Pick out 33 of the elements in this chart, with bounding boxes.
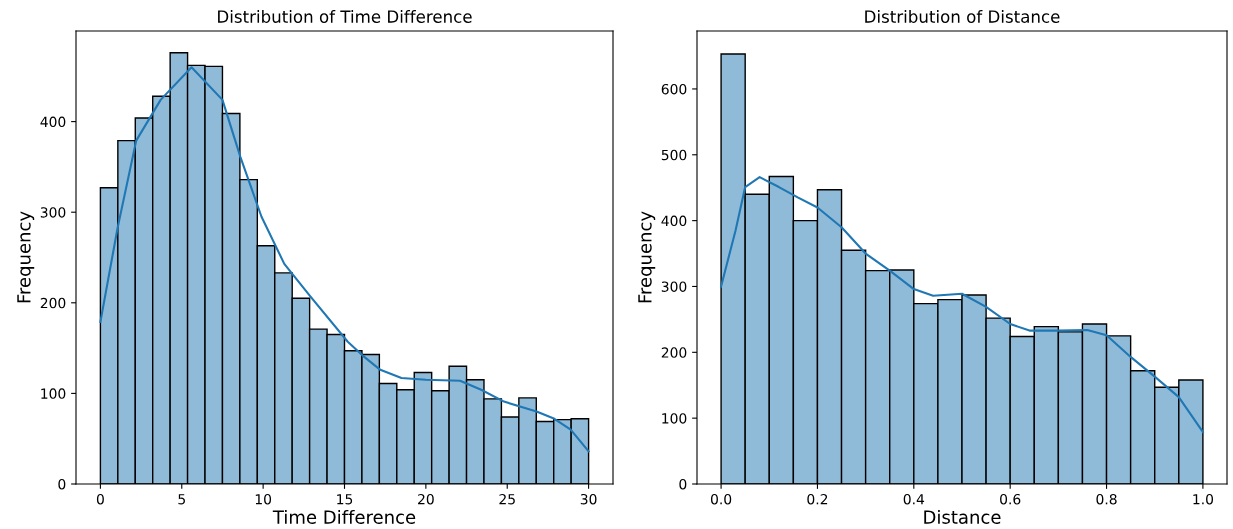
x-tick-label: 15 <box>337 494 353 505</box>
chart-title: Distribution of Time Difference <box>218 10 472 23</box>
y-axis-title: Frequency <box>638 211 656 303</box>
y-tick-label: 300 <box>661 281 687 292</box>
x-axis-title: Time Difference <box>272 509 416 524</box>
line-series <box>720 176 1204 434</box>
x-tick-label: 20 <box>418 493 434 505</box>
y-tick-label: 100 <box>662 413 687 424</box>
x-tick-label: 30 <box>580 493 597 505</box>
line-series <box>99 66 590 453</box>
y-tick-label: 200 <box>661 347 687 358</box>
y-tick-label: 300 <box>40 207 66 218</box>
x-tick-label: 0.2 <box>807 493 828 505</box>
y-tick-label: 400 <box>40 116 66 128</box>
y-tick-label: 100 <box>41 388 66 399</box>
y-tick-label: 200 <box>40 297 66 309</box>
chart-title: Distribution of Distance <box>865 10 1060 23</box>
y-axis-title: Frequency <box>17 211 35 303</box>
x-tick-label: 25 <box>499 493 515 505</box>
y-tick-label: 0 <box>58 478 66 490</box>
y-tick-label: 600 <box>661 83 687 95</box>
y-tick-label: 400 <box>661 215 687 227</box>
x-tick-label: 1.0 <box>1193 493 1214 505</box>
x-tick-label: 0.6 <box>1000 493 1021 505</box>
x-axis-title: Distance <box>924 509 1001 524</box>
x-tick-label: 0.0 <box>710 493 732 505</box>
x-tick-label: 5 <box>178 494 185 505</box>
x-tick-label: 0.4 <box>903 493 925 505</box>
x-tick-label: 10 <box>255 493 272 505</box>
x-tick-label: 0 <box>96 493 104 505</box>
x-tick-label: 0.8 <box>1096 493 1117 505</box>
y-tick-label: 0 <box>679 478 687 490</box>
y-tick-label: 500 <box>661 149 687 161</box>
